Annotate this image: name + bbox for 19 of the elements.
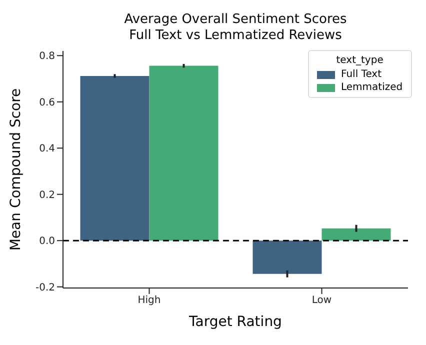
legend-label: Full Text [341, 69, 382, 80]
bar [80, 76, 150, 241]
y-tick-label: 0.4 [39, 144, 55, 155]
bar [322, 228, 391, 241]
x-tick-label: Low [312, 295, 332, 306]
y-axis-title: Mean Compound Score [8, 88, 24, 251]
y-tick-label: 0.6 [39, 97, 55, 108]
x-axis-title: Target Rating [188, 314, 282, 330]
legend-title: text_type [335, 55, 384, 66]
bar [252, 240, 322, 274]
legend-label: Lemmatized [341, 82, 403, 93]
x-tick-label: High [138, 295, 161, 306]
chart-title: Average Overall Sentiment Scores [123, 12, 348, 28]
y-tick-label: 0.8 [39, 51, 55, 62]
y-tick-label: 0.2 [39, 190, 55, 201]
y-tick-label: -0.2 [35, 282, 55, 294]
chart-subtitle: Full Text vs Lemmatized Reviews [128, 28, 343, 44]
bar [149, 66, 218, 241]
y-tick-label: 0.0 [39, 236, 55, 248]
